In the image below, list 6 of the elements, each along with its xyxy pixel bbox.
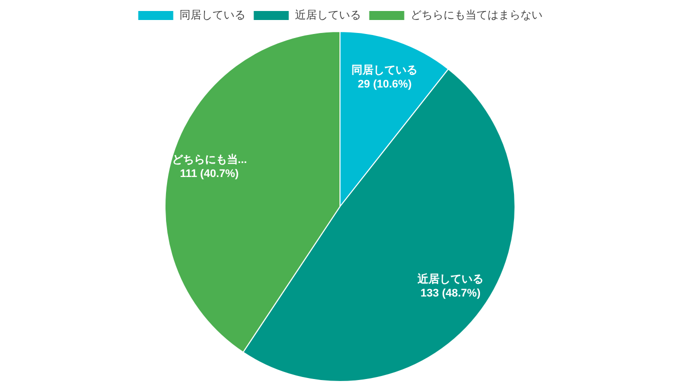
legend-label: 近居している (294, 8, 361, 22)
data-label: 同居している 29 (10.6%) (352, 64, 418, 91)
data-label: 近居している 133 (48.7%) (416, 272, 484, 300)
legend-label: 同居している (179, 10, 246, 22)
legend-label: どちらにも当てはまらない (410, 10, 542, 22)
data-label: どちらにも当... 111 (40.7%) (172, 153, 247, 180)
